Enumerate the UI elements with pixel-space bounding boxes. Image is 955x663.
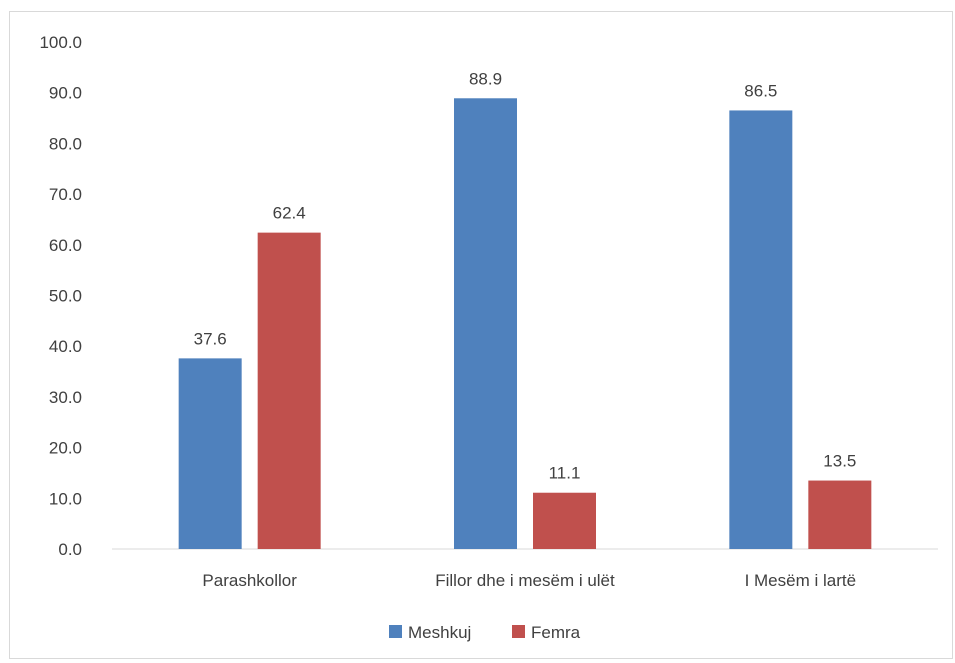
y-tick-label: 90.0 [49, 84, 82, 103]
data-label: 88.9 [469, 69, 502, 88]
y-axis-ticks: 0.0 10.0 20.0 30.0 40.0 50.0 60.0 70.0 80.0 90.0 1… [39, 33, 82, 559]
category-label: Parashkollor [202, 571, 297, 590]
y-tick-label: 20.0 [49, 439, 82, 458]
bar-meshkuj-2 [729, 110, 793, 549]
bars [178, 98, 872, 549]
data-label: 37.6 [194, 329, 227, 348]
legend-swatch-femra [512, 625, 525, 638]
legend-label-meshkuj: Meshkuj [408, 623, 471, 642]
legend-swatch-meshkuj [389, 625, 402, 638]
y-tick-label: 10.0 [49, 489, 82, 508]
legend: Meshkuj Femra [389, 623, 581, 642]
x-axis-categories: Parashkollor Fillor dhe i mesëm i ulët I M… [202, 571, 856, 590]
y-tick-label: 100.0 [39, 33, 82, 52]
y-tick-label: 0.0 [58, 540, 82, 559]
category-label: Fillor dhe i mesëm i ulët [435, 571, 615, 590]
category-label: I Mesëm i lartë [745, 571, 856, 590]
bar-meshkuj-0 [178, 358, 242, 549]
data-label: 86.5 [744, 81, 777, 100]
data-label: 62.4 [273, 204, 306, 223]
legend-label-femra: Femra [531, 623, 581, 642]
y-tick-label: 30.0 [49, 388, 82, 407]
bar-femra-2 [808, 480, 872, 549]
bar-meshkuj-1 [454, 98, 517, 549]
y-tick-label: 70.0 [49, 185, 82, 204]
y-tick-label: 50.0 [49, 287, 82, 306]
y-tick-label: 80.0 [49, 134, 82, 153]
data-labels: 37.6 88.9 86.5 62.4 11.1 13.5 [194, 69, 857, 482]
y-tick-label: 60.0 [49, 236, 82, 255]
bar-femra-1 [533, 492, 596, 549]
y-tick-label: 40.0 [49, 337, 82, 356]
bar-femra-0 [257, 232, 321, 549]
data-label: 13.5 [823, 452, 856, 471]
data-label: 11.1 [549, 464, 581, 483]
